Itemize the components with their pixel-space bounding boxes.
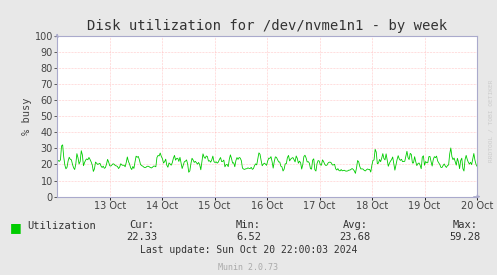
Y-axis label: % busy: % busy — [22, 97, 32, 135]
Text: Cur:: Cur: — [129, 220, 154, 230]
Text: Max:: Max: — [452, 220, 477, 230]
Text: 59.28: 59.28 — [449, 232, 480, 242]
Text: Avg:: Avg: — [343, 220, 368, 230]
Text: 23.68: 23.68 — [340, 232, 371, 242]
Text: Last update: Sun Oct 20 22:00:03 2024: Last update: Sun Oct 20 22:00:03 2024 — [140, 245, 357, 255]
Text: Munin 2.0.73: Munin 2.0.73 — [219, 263, 278, 272]
Title: Disk utilization for /dev/nvme1n1 - by week: Disk utilization for /dev/nvme1n1 - by w… — [87, 19, 447, 33]
Text: 6.52: 6.52 — [236, 232, 261, 242]
Text: ■: ■ — [10, 221, 22, 234]
Text: Min:: Min: — [236, 220, 261, 230]
Text: 22.33: 22.33 — [126, 232, 157, 242]
Text: RRDTOOL / TOBI OETIKER: RRDTOOL / TOBI OETIKER — [488, 80, 493, 162]
Text: Utilization: Utilization — [27, 221, 96, 231]
